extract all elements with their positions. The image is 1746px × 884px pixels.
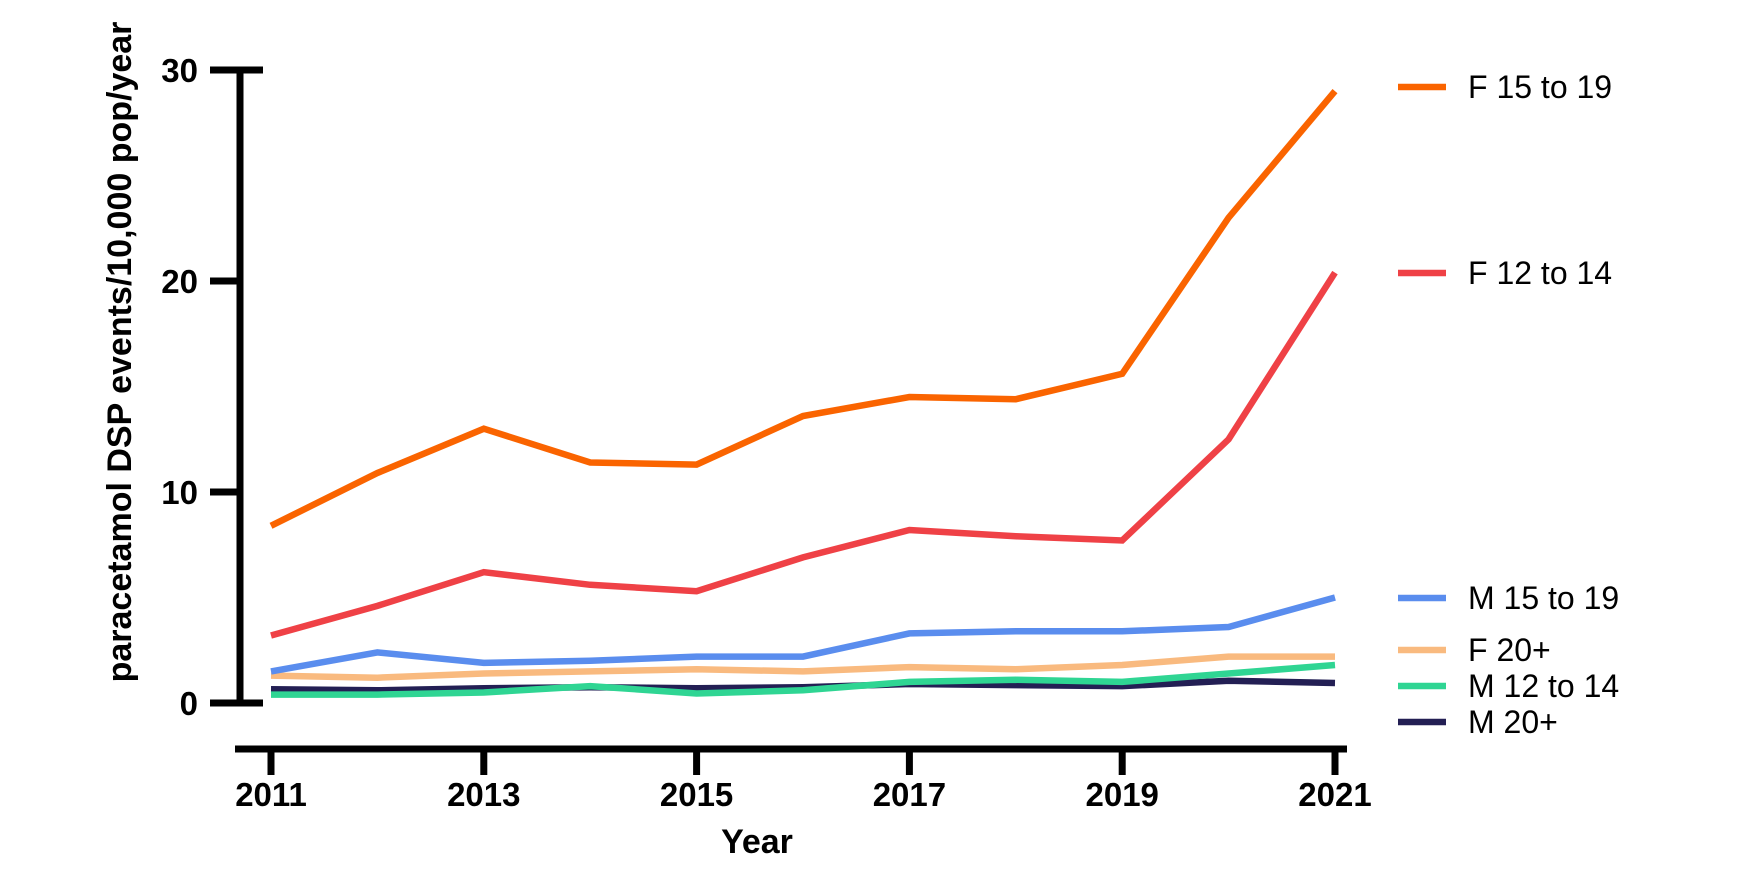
legend-label-f-15-to-19: F 15 to 19	[1468, 69, 1612, 105]
y-tick-label-20: 20	[161, 263, 198, 300]
y-tick-label-10: 10	[161, 474, 198, 511]
x-tick-label-2013: 2013	[447, 776, 520, 813]
axes-layer: 0 10 20 30 2011 2013 2015 2017 2019 2021	[161, 52, 1371, 813]
legend-layer: F 15 to 19 F 12 to 14 M 15 to 19 F 20+M 12 …	[1398, 69, 1619, 740]
x-axis-title: Year	[721, 823, 793, 861]
series-layer	[269, 89, 1338, 698]
y-tick-label-30: 30	[161, 52, 198, 89]
legend-item-f-12-to-14: F 12 to 14	[1398, 255, 1612, 291]
legend-item-m-15-to-19: M 15 to 19	[1398, 580, 1619, 616]
x-tick-label-2015: 2015	[660, 776, 733, 813]
x-tick-label-2019: 2019	[1085, 776, 1158, 813]
y-axis-title: paracetamol DSP events/10,000 pop/year	[101, 22, 139, 683]
series-line-m-15-to-19	[270, 594, 1336, 675]
legend-label-m-20: M 20+	[1468, 704, 1558, 740]
x-tick-label-2011: 2011	[235, 776, 307, 813]
x-tick-label-2017: 2017	[873, 776, 946, 813]
x-tick-label-2021: 2021	[1298, 776, 1371, 813]
y-tick-label-0: 0	[180, 685, 198, 722]
legend-item-m-12-to-14: M 12 to 14	[1398, 668, 1619, 704]
legend-item-m-20: M 20+	[1398, 704, 1558, 740]
legend-label-f-12-to-14: F 12 to 14	[1468, 255, 1612, 291]
legend-item-f-15-to-19: F 15 to 19	[1398, 69, 1612, 105]
series-line-f-15-to-19	[269, 89, 1338, 529]
series-line-m-12-to-14	[271, 661, 1336, 698]
legend-item-f-20: F 20+	[1398, 632, 1551, 668]
series-line-f-12-to-14	[270, 270, 1338, 639]
series-line-f-20	[270, 653, 1335, 681]
legend-label-m-12-to-14: M 12 to 14	[1468, 668, 1619, 704]
legend-label-m-15-to-19: M 15 to 19	[1468, 580, 1619, 616]
legend-label-f-20: F 20+	[1468, 632, 1551, 668]
